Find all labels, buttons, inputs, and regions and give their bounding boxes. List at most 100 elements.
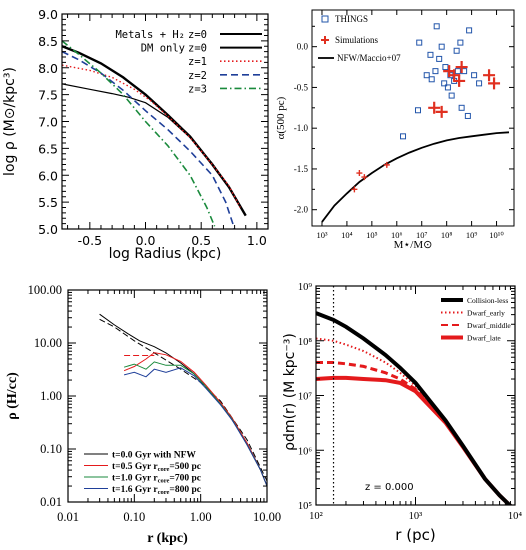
panel-density-lines: [62, 40, 247, 229]
x-tick-label: 10⁶: [391, 230, 403, 240]
things-point: [427, 51, 434, 58]
y-axis-label: log ρ (M⊙/kpc³): [2, 67, 18, 176]
x-tick-label: 10⁴: [341, 230, 353, 240]
x-tick-label: 10³: [409, 511, 423, 522]
legend-label: Collision-less: [467, 296, 508, 305]
legend-label: Dwarf_early: [467, 309, 505, 318]
y-tick-label: 10⁸: [298, 337, 313, 348]
things-point: [438, 43, 445, 50]
plot-frame: [315, 285, 516, 506]
things-point: [457, 39, 464, 46]
y-tick-label: -2.0: [294, 205, 309, 215]
things-point: [454, 68, 461, 75]
series-line-4: [62, 40, 216, 227]
series-line-4: [123, 367, 267, 487]
y-tick-label: 100.00: [28, 283, 62, 297]
things-point: [433, 23, 440, 30]
x-tick-label: -0.5: [78, 233, 102, 248]
y-tick-label: 10⁹: [298, 282, 313, 293]
y-tick-label: 1.00: [40, 389, 62, 403]
y-tick-label: 8.5: [38, 34, 58, 49]
y-tick-label: 8.0: [38, 61, 58, 76]
x-tick-label: 1.00: [190, 510, 212, 524]
x-tick-label: 10⁹: [466, 230, 478, 240]
x-tick-label: 0.10: [123, 510, 145, 524]
series-line-3: [62, 50, 236, 229]
legend-swatch-sim: [321, 36, 329, 44]
things-point: [432, 68, 439, 75]
things-point: [428, 76, 435, 83]
series-line-2: [62, 64, 241, 208]
legend-label: NFW/Maccio+07: [337, 53, 401, 63]
legend-label: t=1.6 Gyr rcore=800 pc: [112, 485, 201, 496]
things-point: [416, 39, 423, 46]
x-tick-label: 10¹⁰: [489, 230, 504, 240]
x-axis-label: r (pc): [395, 526, 435, 544]
things-point: [464, 112, 471, 119]
y-tick-label: 5.5: [38, 195, 58, 210]
sim-point: [356, 170, 363, 177]
y-tick-label: 0.0: [297, 42, 309, 52]
legend-label: t=0.5 Gyr rcore=500 pc: [112, 462, 201, 473]
y-axis-label: α(500 pc): [275, 96, 287, 139]
x-tick-label: 0.01: [57, 510, 79, 524]
panel-density-redshift: -0.5 0.0 0.5 1.0 5.0 5.5 6.0 6.5 7.0 7.5 8.0 8.5 9.0…: [2, 7, 269, 262]
panel-dm-density: 10² 10³ 10⁴ 10⁵ 10⁶ 10⁷ 10⁸ 10⁹ r (pc) ρdm(r) (M …: [282, 282, 522, 544]
x-tick-label: 10²: [309, 511, 323, 522]
legend-swatch-things: [321, 15, 329, 23]
things-point: [476, 80, 483, 87]
sim-point: [443, 65, 456, 78]
y-axis-label: ρ (H/cc): [5, 372, 20, 420]
things-point: [466, 27, 473, 34]
legend-label: DM only: [141, 43, 185, 55]
sim-point: [483, 69, 496, 82]
x-tick-label: 10⁸: [441, 230, 453, 240]
y-tick-label: 6.5: [38, 141, 58, 156]
y-tick-label: 7.0: [38, 115, 58, 130]
things-point: [458, 104, 465, 111]
y-tick-label: 5.0: [38, 222, 58, 237]
legend-z-label: z=0: [188, 43, 207, 55]
series-line-3: [316, 375, 513, 505]
y-tick-label: 10.00: [34, 336, 62, 350]
x-tick-label: 1.0: [247, 233, 267, 248]
panel-hydrogen-lines: [99, 313, 267, 487]
legend-label: Metals + H₂: [115, 29, 185, 41]
x-axis-label: r (kpc): [147, 531, 188, 546]
x-axis-label: log Radius (kpc): [109, 246, 222, 262]
things-point: [441, 80, 448, 87]
panel-hydrogen-density: 0.01 0.10 1.00 10.00 0.01 0.10 1.00 10.00 100.00…: [5, 283, 281, 546]
y-tick-label: 6.0: [38, 168, 58, 183]
y-tick-label: -0.5: [294, 82, 309, 92]
x-axis-label: M⋆/M⊙: [394, 239, 433, 251]
sim-point: [351, 186, 358, 193]
legend-z-label: z=3: [188, 83, 207, 95]
series-line-1: [99, 318, 267, 482]
things-point: [423, 72, 430, 79]
things-point: [444, 84, 451, 91]
x-tick-label: 10⁵: [366, 230, 378, 240]
things-point: [471, 72, 478, 79]
y-tick-label: -1.0: [294, 123, 309, 133]
y-tick-label: 10⁷: [298, 392, 313, 403]
y-tick-label: -1.5: [294, 164, 309, 174]
y-tick-label: 7.5: [38, 88, 58, 103]
x-tick-label: 0.0: [136, 233, 156, 248]
things-point: [414, 107, 421, 114]
y-tick-label: 10⁵: [298, 501, 313, 512]
series-line-0: [316, 311, 513, 505]
legend-z-label: z=0: [188, 29, 207, 41]
panel-alpha-mstar: 10³ 10⁴ 10⁵ 10⁶ 10⁷ 10⁸ 10⁹ 10¹⁰ 0.0 -0.5 -1.0 -1.5…: [275, 9, 515, 251]
things-point: [442, 64, 449, 71]
sim-point: [455, 61, 468, 74]
legend-label: t=0.0 Gyr with NFW: [112, 451, 196, 461]
legend-label: Dwarf_late: [467, 334, 501, 343]
things-point: [400, 133, 407, 140]
legend: Metals + H₂ z=0DM only z=0z=1z=2z=3: [115, 29, 262, 95]
nfw-curve: [321, 131, 510, 223]
sim-point: [435, 105, 448, 118]
series-line-1: [316, 337, 511, 505]
x-tick-label: 10.00: [253, 510, 281, 524]
sim-point: [453, 74, 466, 87]
